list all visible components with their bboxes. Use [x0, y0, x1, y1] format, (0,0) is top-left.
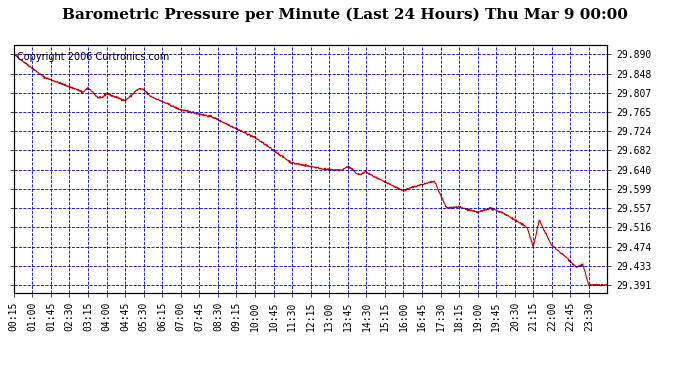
Text: Barometric Pressure per Minute (Last 24 Hours) Thu Mar 9 00:00: Barometric Pressure per Minute (Last 24 … [62, 8, 628, 22]
Text: Copyright 2006 Curtronics.com: Copyright 2006 Curtronics.com [17, 53, 169, 62]
